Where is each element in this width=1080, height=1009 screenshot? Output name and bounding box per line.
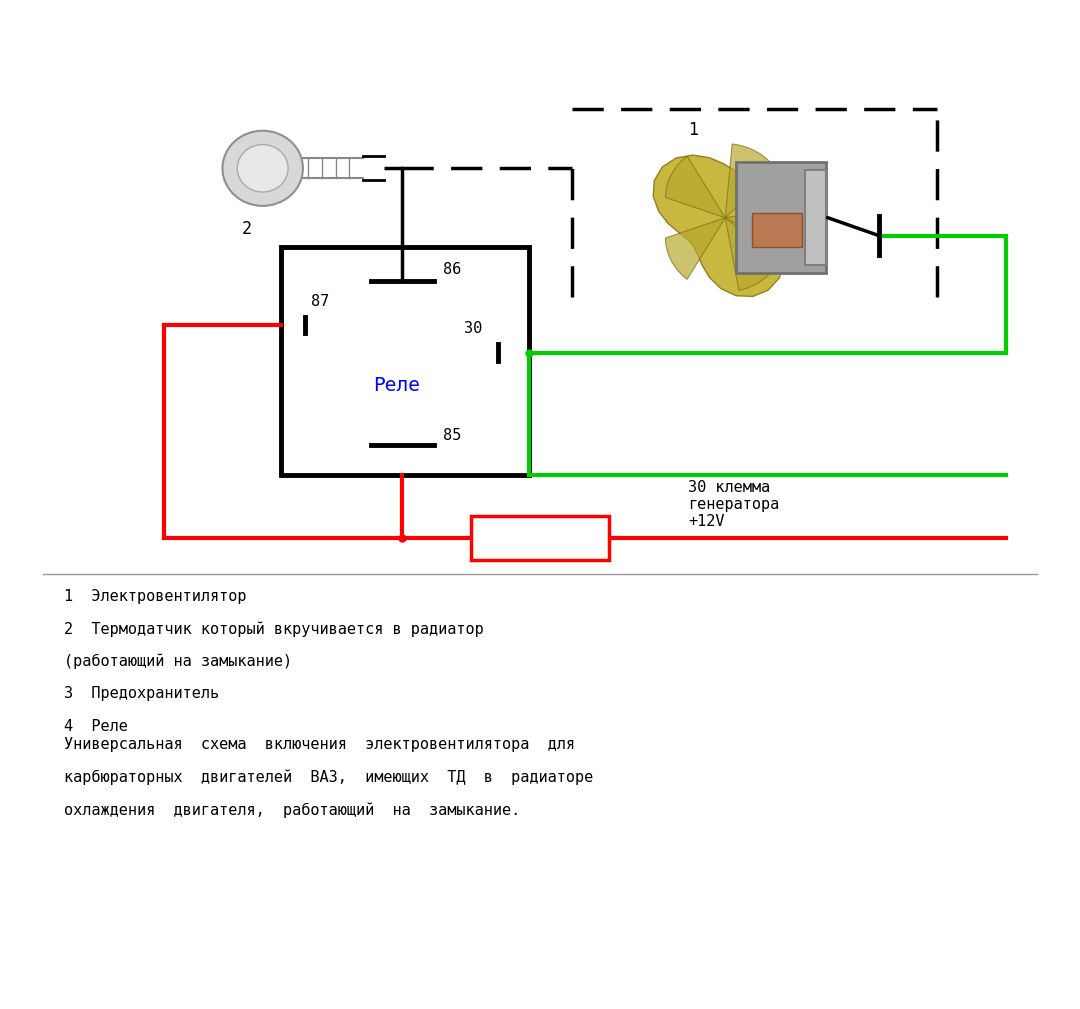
Circle shape: [222, 131, 302, 206]
Polygon shape: [726, 208, 785, 249]
Text: 30: 30: [463, 322, 482, 336]
Text: 86: 86: [443, 262, 461, 277]
Text: охлаждения  двигателя,  работающий  на  замыкание.: охлаждения двигателя, работающий на замы…: [64, 802, 519, 817]
Bar: [471, 517, 609, 560]
Bar: [281, 247, 529, 475]
Text: 1  Электровентилятор: 1 Электровентилятор: [64, 588, 246, 603]
Text: 87: 87: [311, 294, 329, 309]
Bar: [805, 171, 826, 265]
Polygon shape: [665, 156, 726, 218]
Polygon shape: [726, 144, 777, 218]
Text: 4  Реле: 4 Реле: [64, 719, 127, 735]
Bar: [752, 213, 802, 247]
Text: (работающий на замыкание): (работающий на замыкание): [64, 654, 292, 669]
Text: 30 клемма
генератора
+12V: 30 клемма генератора +12V: [688, 479, 780, 530]
Text: 85: 85: [443, 428, 461, 443]
Text: 2: 2: [242, 220, 252, 238]
Polygon shape: [653, 155, 806, 297]
Text: 1: 1: [688, 121, 698, 139]
Text: Реле: Реле: [374, 376, 420, 396]
Polygon shape: [665, 218, 726, 279]
Text: 3  Предохранитель: 3 Предохранитель: [64, 686, 219, 701]
Text: Универсальная  схема  включения  электровентилятора  для: Универсальная схема включения электровен…: [64, 737, 575, 752]
Text: 2  Термодатчик который вкручивается в радиатор: 2 Термодатчик который вкручивается в рад…: [64, 622, 484, 637]
Circle shape: [238, 144, 288, 192]
Polygon shape: [726, 218, 780, 291]
Text: карбюраторных  двигателей  ВАЗ,  имеющих  ТД  в  радиаторе: карбюраторных двигателей ВАЗ, имеющих ТД…: [64, 770, 593, 785]
Bar: [735, 162, 826, 273]
